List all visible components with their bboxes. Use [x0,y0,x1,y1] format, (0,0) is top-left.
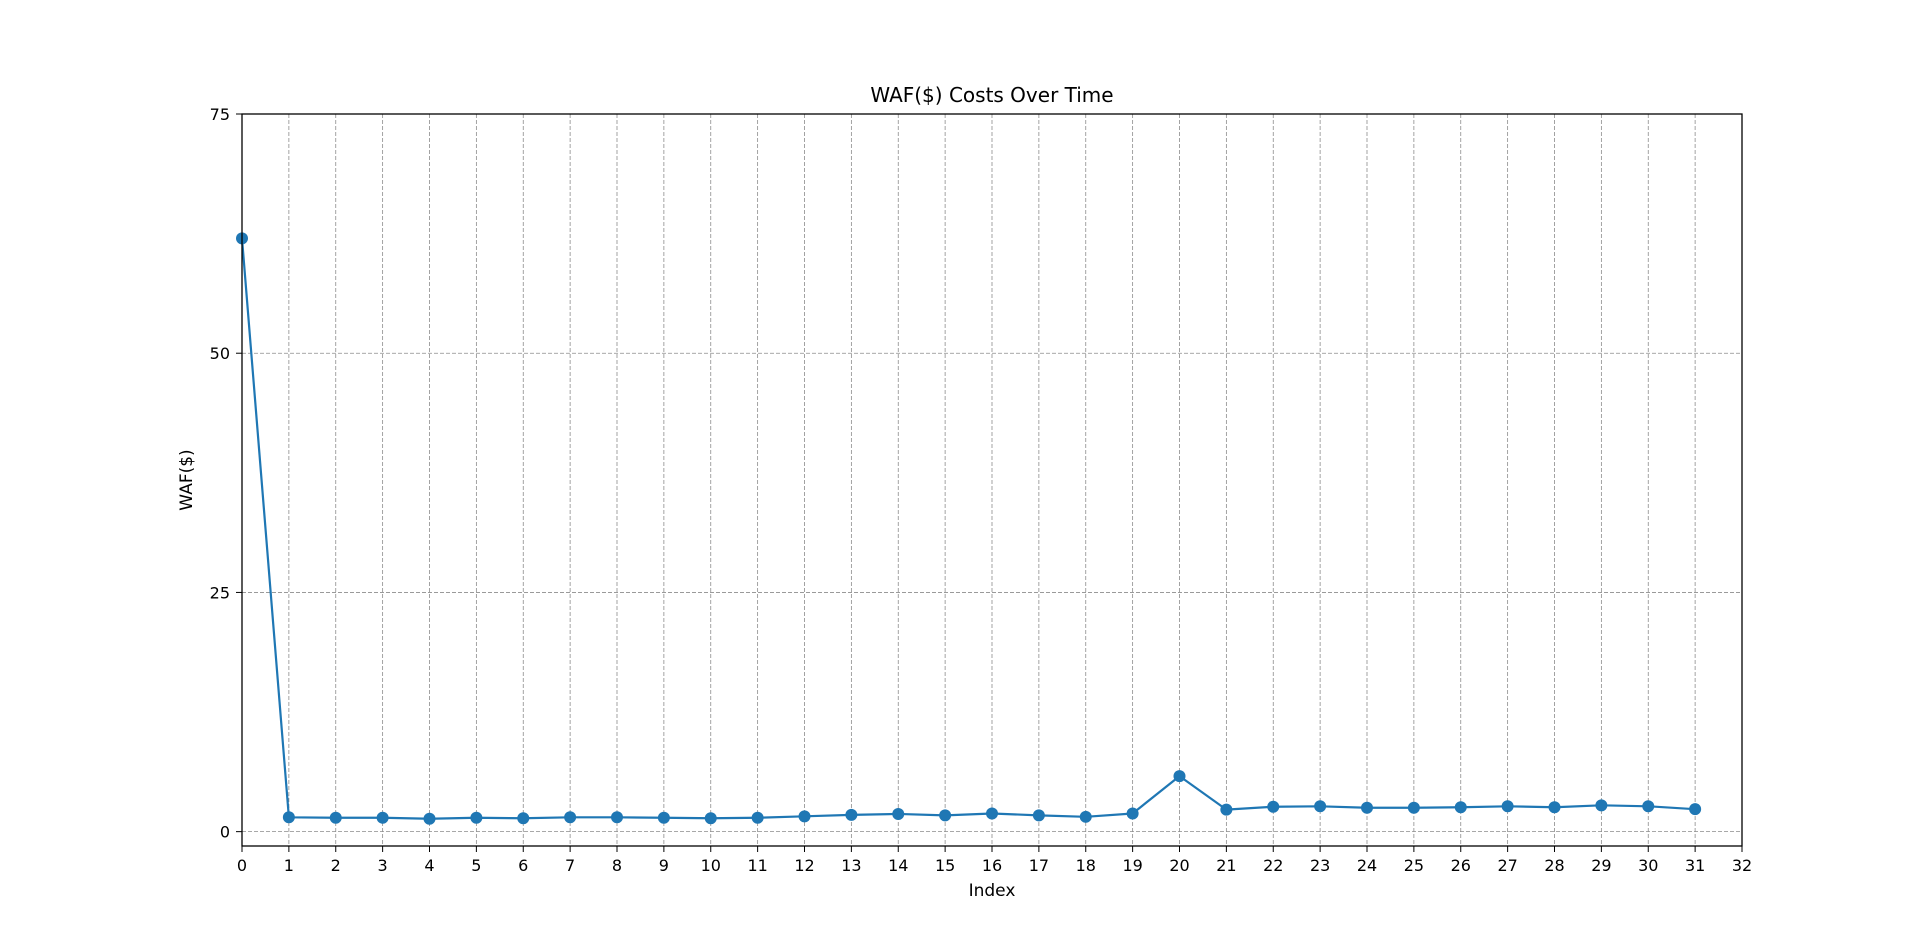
data-point [423,812,436,825]
x-tick-label: 25 [1404,856,1424,875]
data-point [939,809,952,822]
x-tick-label: 2 [331,856,341,875]
x-tick-label: 30 [1638,856,1658,875]
y-axis-ticks: 0 25 50 75 [210,105,242,842]
grid-lines [242,114,1742,846]
data-point [1314,800,1327,813]
data-point [1454,801,1467,814]
x-tick-label: 11 [747,856,767,875]
x-tick-label: 7 [565,856,575,875]
data-point [1689,803,1702,816]
y-axis-label: WAF($) [177,449,197,510]
y-tick-label: 75 [210,105,230,124]
x-tick-label: 8 [612,856,622,875]
data-point [1032,809,1045,822]
x-tick-label: 15 [935,856,955,875]
x-tick-label: 16 [982,856,1002,875]
data-point [657,811,670,824]
data-point [986,807,998,820]
data-point [1407,801,1420,814]
x-tick-label: 22 [1263,856,1283,875]
x-tick-label: 19 [1122,856,1142,875]
data-point [282,811,295,824]
x-tick-label: 29 [1591,856,1611,875]
x-tick-label: 26 [1451,856,1471,875]
data-point [1361,801,1373,814]
data-point [470,811,483,824]
x-tick-label: 20 [1169,856,1189,875]
data-point [376,811,389,824]
data-point [1595,799,1608,812]
x-tick-label: 0 [237,856,247,875]
x-tick-label: 23 [1310,856,1330,875]
x-tick-label: 4 [424,856,434,875]
x-tick-label: 24 [1357,856,1377,875]
data-point [1501,800,1514,813]
x-tick-label: 1 [284,856,294,875]
x-tick-label: 5 [471,856,481,875]
series-line [240,238,1696,820]
x-axis-label: Index [969,881,1016,901]
y-tick-label: 25 [210,583,230,602]
data-point [1079,810,1092,823]
data-point [892,807,905,820]
x-axis-ticks: 0 1 2 3 4 5 6 7 8 9 10 11 12 13 14 15 16 17 18 19 20 21 22 23 24… [237,846,1752,875]
data-point [517,812,530,825]
x-tick-label: 27 [1497,856,1517,875]
x-tick-label: 3 [378,856,388,875]
x-tick-label: 6 [518,856,528,875]
x-tick-label: 31 [1685,856,1705,875]
x-tick-label: 13 [841,856,861,875]
data-point [1173,770,1186,783]
chart-title: WAF($) Costs Over Time [870,83,1113,107]
x-tick-label: 14 [888,856,908,875]
data-point [611,811,623,824]
x-tick-label: 10 [701,856,721,875]
data-point [1126,807,1139,820]
data-point [1267,800,1280,813]
x-tick-label: 32 [1732,856,1752,875]
data-point [751,811,764,824]
x-tick-label: 21 [1216,856,1236,875]
data-point [329,811,342,824]
x-tick-label: 18 [1076,856,1096,875]
data-point [798,810,811,823]
data-point [1642,800,1655,813]
data-point [564,811,577,824]
y-tick-label: 50 [210,344,230,363]
data-point [1548,801,1561,814]
x-tick-label: 28 [1544,856,1564,875]
data-point [845,808,858,821]
y-tick-label: 0 [220,823,230,842]
x-tick-label: 17 [1029,856,1049,875]
series-waf [236,232,1702,825]
data-point [704,812,717,825]
x-tick-label: 9 [659,856,669,875]
data-point [1220,803,1233,816]
x-tick-label: 12 [794,856,814,875]
